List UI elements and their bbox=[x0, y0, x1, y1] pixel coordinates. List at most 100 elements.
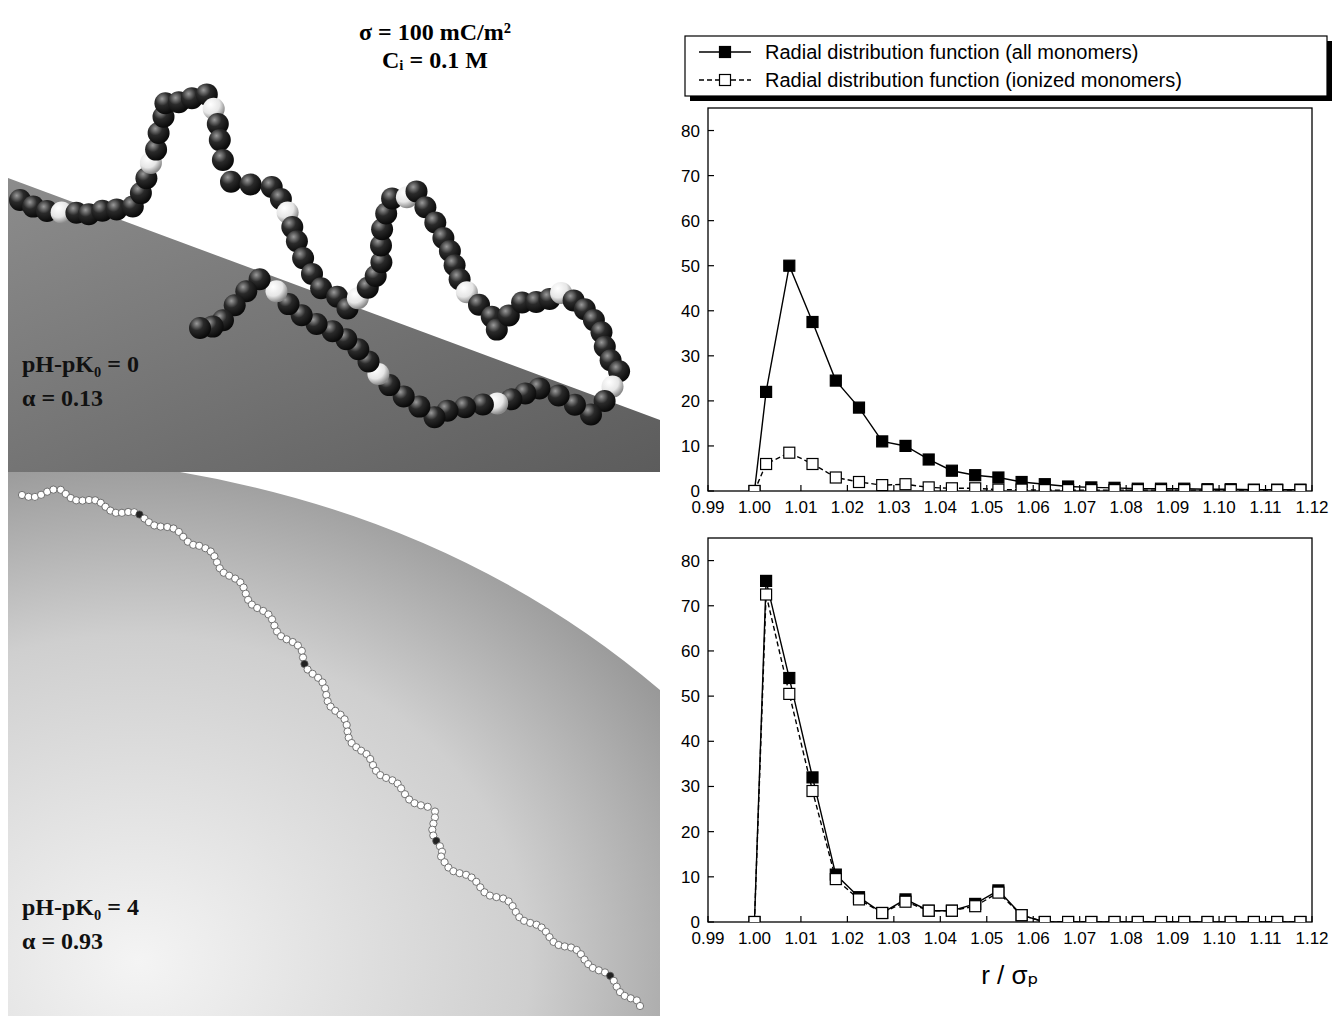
data-point bbox=[749, 917, 760, 923]
data-point bbox=[900, 479, 911, 490]
x-tick bbox=[1172, 485, 1173, 491]
y-tick bbox=[708, 445, 714, 446]
particle-surface bbox=[8, 472, 660, 1016]
y-tick-label: 30 bbox=[681, 347, 700, 366]
data-point bbox=[1248, 484, 1259, 491]
simulation-snapshot-bottom bbox=[8, 472, 660, 1016]
x-tick-label: 1.04 bbox=[924, 498, 957, 517]
data-point bbox=[923, 905, 934, 916]
y-tick bbox=[708, 831, 714, 832]
data-point bbox=[1272, 485, 1283, 491]
data-point bbox=[1063, 917, 1074, 923]
x-tick bbox=[893, 485, 894, 491]
data-point bbox=[877, 908, 888, 919]
y-tick bbox=[708, 650, 714, 651]
plot-frame bbox=[708, 538, 1312, 922]
monomer-bead bbox=[18, 491, 25, 498]
y-tick-label: 20 bbox=[681, 823, 700, 842]
data-point bbox=[1156, 917, 1167, 923]
data-point bbox=[1109, 917, 1120, 923]
panel-alpha: α = 0.93 bbox=[22, 928, 103, 954]
y-tick-label: 60 bbox=[681, 212, 700, 231]
y-tick bbox=[708, 400, 714, 401]
x-tick-label: 1.10 bbox=[1203, 929, 1236, 948]
data-point bbox=[877, 908, 888, 919]
x-tick bbox=[800, 916, 801, 922]
data-point bbox=[1202, 484, 1213, 491]
data-point bbox=[1132, 917, 1143, 923]
monomer-bead bbox=[323, 691, 330, 698]
data-point bbox=[807, 317, 818, 328]
data-point bbox=[946, 483, 957, 491]
data-point bbox=[761, 575, 772, 586]
data-point bbox=[923, 454, 934, 465]
panel-background bbox=[180, 472, 660, 690]
data-point bbox=[749, 486, 760, 492]
legend-label: Radial distribution function (all monome… bbox=[765, 41, 1139, 63]
y-tick bbox=[708, 696, 714, 697]
panel-condition: pH-pK₀ = 0 bbox=[22, 351, 139, 377]
y-tick bbox=[708, 175, 714, 176]
data-point bbox=[761, 459, 772, 470]
data-point bbox=[1039, 485, 1050, 491]
monomer-bead bbox=[189, 317, 211, 339]
data-point bbox=[1179, 917, 1190, 923]
monomer-bead bbox=[456, 870, 463, 877]
x-axis-title: r / σₚ bbox=[981, 960, 1039, 990]
data-point bbox=[807, 786, 818, 797]
legend-label: Radial distribution function (ionized mo… bbox=[765, 69, 1182, 91]
y-tick bbox=[708, 355, 714, 356]
data-point bbox=[1225, 484, 1236, 491]
data-point bbox=[1272, 917, 1283, 923]
panel-alpha: α = 0.13 bbox=[22, 385, 103, 411]
y-tick-label: 30 bbox=[681, 777, 700, 796]
data-point bbox=[993, 887, 1004, 898]
plot-data bbox=[749, 575, 1306, 922]
monomer-bead bbox=[548, 384, 570, 406]
data-point bbox=[854, 894, 865, 905]
y-tick bbox=[708, 921, 714, 922]
data-point bbox=[1063, 917, 1074, 923]
data-point bbox=[1202, 917, 1213, 923]
x-tick bbox=[986, 916, 987, 922]
data-point bbox=[877, 480, 888, 491]
monomer-bead bbox=[79, 497, 86, 504]
x-tick bbox=[1079, 916, 1080, 922]
data-point bbox=[970, 483, 981, 491]
monomer-bead bbox=[424, 803, 431, 810]
x-tick bbox=[1311, 916, 1312, 922]
data-point bbox=[1179, 917, 1190, 923]
monomer-bead bbox=[212, 149, 234, 171]
plot-frame bbox=[708, 108, 1312, 491]
data-point bbox=[784, 688, 795, 699]
data-point bbox=[1295, 485, 1306, 491]
y-tick-label: 20 bbox=[681, 392, 700, 411]
data-point bbox=[923, 482, 934, 491]
x-tick bbox=[1126, 916, 1127, 922]
legend-marker bbox=[720, 75, 731, 86]
data-point bbox=[1248, 485, 1259, 491]
y-tick bbox=[708, 876, 714, 877]
data-point bbox=[900, 896, 911, 907]
x-tick-label: 1.07 bbox=[1063, 498, 1096, 517]
data-point bbox=[1225, 485, 1236, 491]
data-point bbox=[1086, 917, 1097, 923]
data-point bbox=[1225, 917, 1236, 923]
data-point bbox=[1295, 484, 1306, 491]
legend-box bbox=[685, 36, 1327, 96]
x-tick-label: 1.00 bbox=[738, 929, 771, 948]
data-point bbox=[1202, 917, 1213, 923]
x-tick-label: 1.11 bbox=[1250, 929, 1282, 948]
y-tick bbox=[708, 605, 714, 606]
data-point bbox=[749, 917, 760, 923]
monomer-bead bbox=[220, 171, 242, 193]
data-point bbox=[1016, 910, 1027, 921]
x-tick-label: 1.05 bbox=[970, 929, 1003, 948]
x-tick-label: 1.05 bbox=[970, 498, 1003, 517]
y-tick-label: 50 bbox=[681, 687, 700, 706]
data-point bbox=[877, 436, 888, 447]
header-text: Cᵢ = 0.1 M bbox=[382, 47, 488, 73]
data-point bbox=[946, 905, 957, 916]
data-point bbox=[854, 402, 865, 413]
monomer-bead bbox=[322, 685, 329, 692]
